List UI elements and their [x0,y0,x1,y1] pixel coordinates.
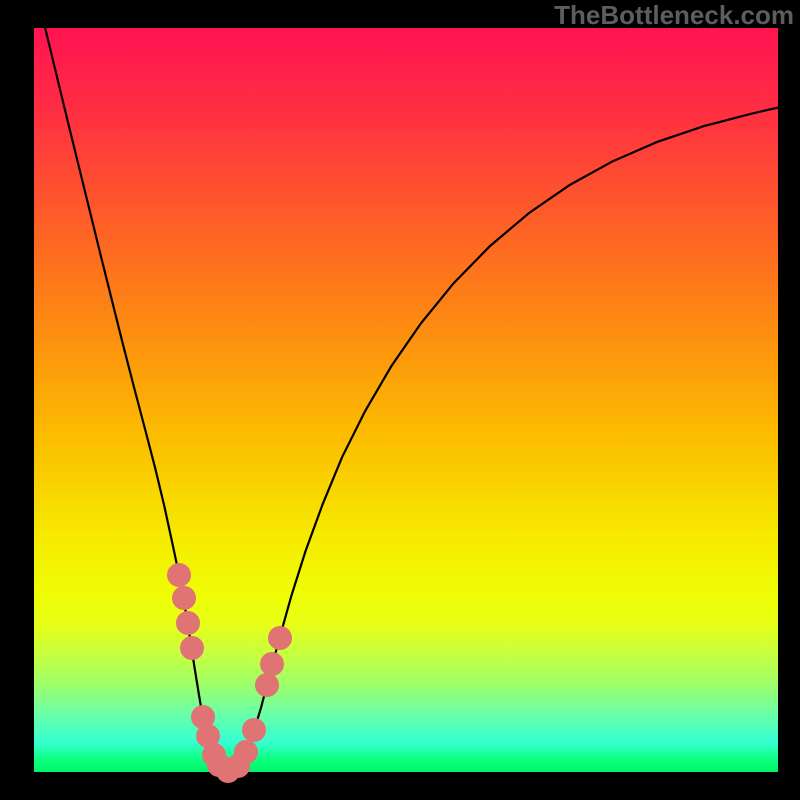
plot-area [34,28,778,772]
chart-stage: TheBottleneck.com [0,0,800,800]
data-marker [242,718,266,742]
data-marker [167,563,191,587]
data-marker [268,626,292,650]
watermark-text: TheBottleneck.com [554,0,794,31]
data-marker [255,673,279,697]
marker-layer [34,28,778,772]
data-marker [172,586,196,610]
data-marker [234,740,258,764]
data-marker [180,636,204,660]
data-marker [176,611,200,635]
data-marker [260,652,284,676]
